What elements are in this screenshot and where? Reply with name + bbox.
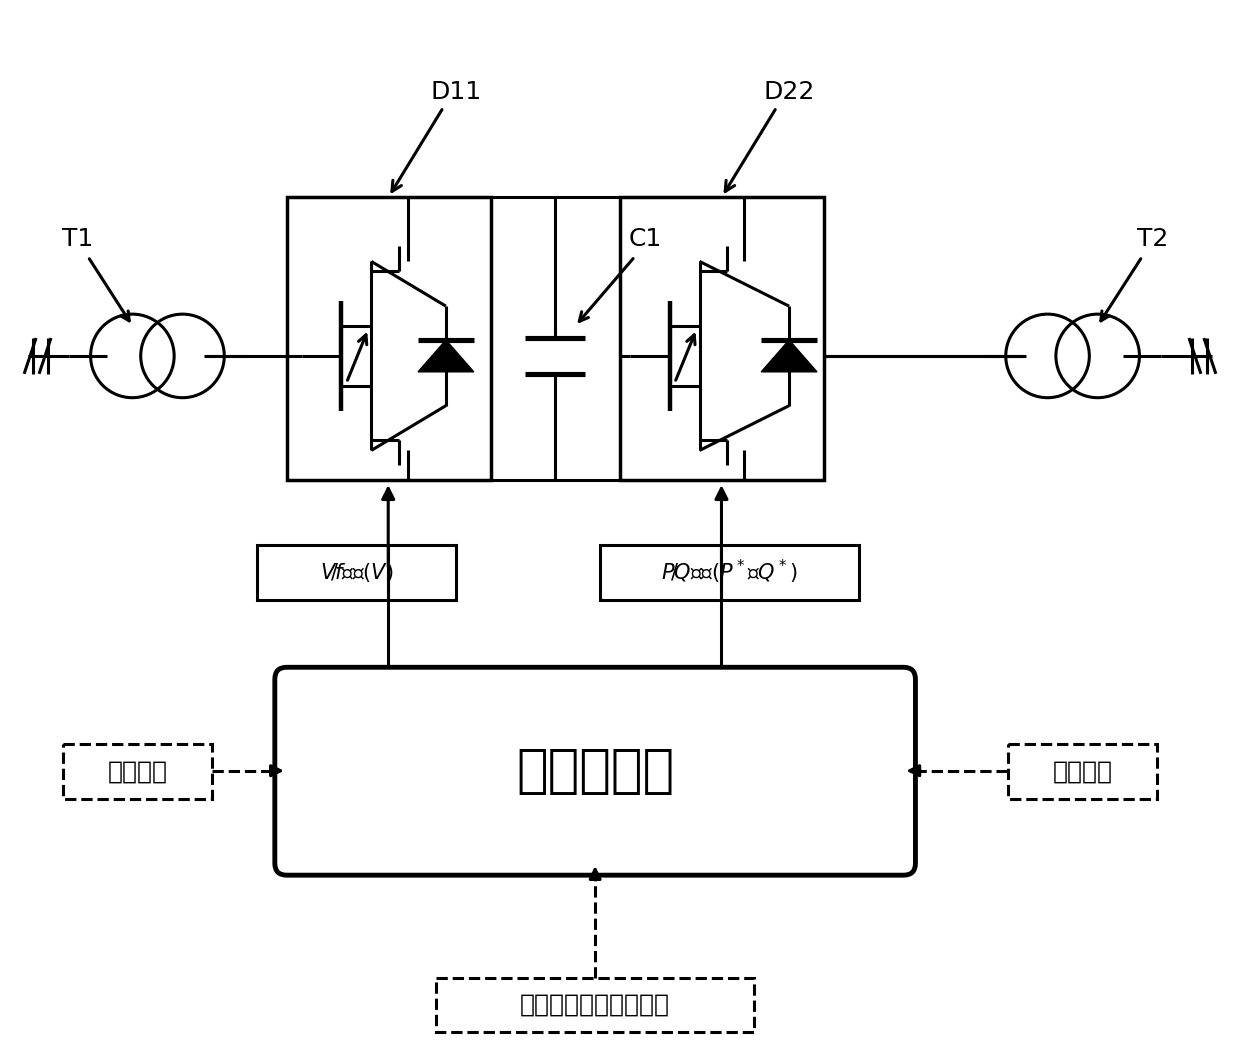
- Text: C1: C1: [629, 227, 661, 251]
- Text: T1: T1: [62, 227, 93, 251]
- Bar: [436, 977, 754, 1033]
- Bar: [1008, 743, 1157, 798]
- Bar: [257, 545, 456, 599]
- Text: $P\!/\!Q$模式$(P^*$、$Q^*)$: $P\!/\!Q$模式$(P^*$、$Q^*)$: [661, 558, 797, 587]
- Text: 中央控制器: 中央控制器: [516, 744, 675, 796]
- Text: 配电管理系统调控信息: 配电管理系统调控信息: [520, 993, 670, 1017]
- Text: T2: T2: [1137, 227, 1168, 251]
- Bar: [600, 545, 859, 599]
- Text: D11: D11: [430, 80, 482, 104]
- Polygon shape: [761, 340, 817, 372]
- Text: $V\!/\!f$模式$(V)$: $V\!/\!f$模式$(V)$: [320, 561, 393, 584]
- Polygon shape: [418, 340, 474, 372]
- Bar: [286, 197, 491, 481]
- Text: 馈线信息: 馈线信息: [1053, 759, 1112, 784]
- FancyBboxPatch shape: [275, 667, 915, 875]
- Bar: [620, 197, 823, 481]
- Text: 负荷信息: 负荷信息: [108, 759, 167, 784]
- Text: D22: D22: [764, 80, 815, 104]
- Bar: [63, 743, 212, 798]
